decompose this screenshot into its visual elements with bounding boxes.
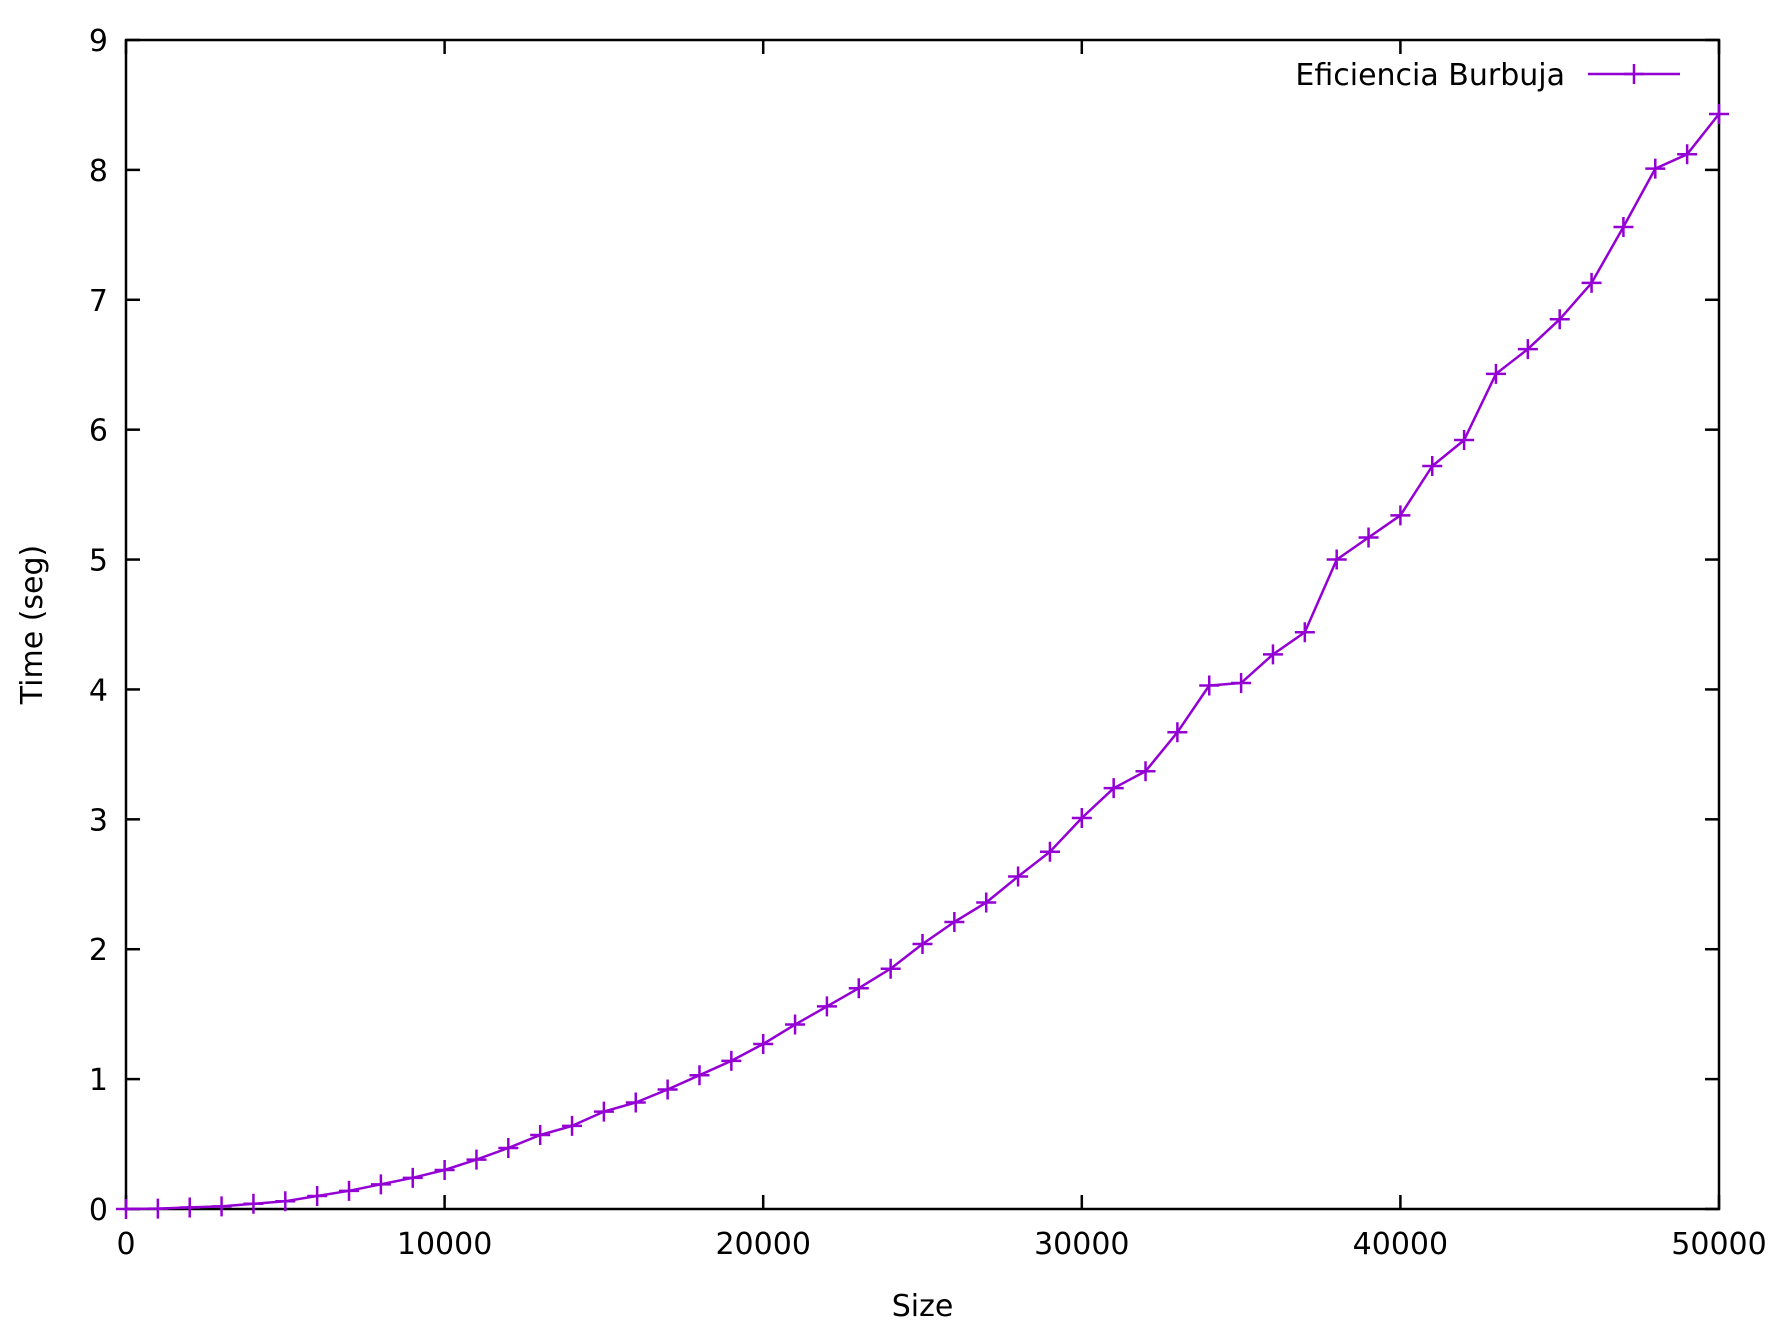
- y-tick-label: 9: [89, 24, 108, 59]
- data-point-marker: [1167, 722, 1188, 743]
- y-tick-label: 7: [89, 284, 108, 319]
- y-tick-label: 8: [89, 154, 108, 189]
- data-point-marker: [944, 911, 965, 932]
- data-point-marker: [912, 934, 933, 955]
- x-tick-label: 10000: [397, 1227, 492, 1262]
- y-tick-label: 2: [89, 933, 108, 968]
- y-tick-label: 3: [89, 803, 108, 838]
- data-point-marker: [211, 1196, 232, 1217]
- data-point-marker: [785, 1014, 806, 1035]
- data-point-marker: [1358, 527, 1379, 548]
- data-point-marker: [1422, 456, 1443, 477]
- data-point-marker: [179, 1197, 200, 1218]
- data-point-marker: [307, 1186, 328, 1207]
- legend-marker: [1624, 64, 1644, 84]
- data-point-marker: [753, 1034, 774, 1055]
- x-tick-label: 50000: [1671, 1227, 1766, 1262]
- data-point-marker: [657, 1079, 678, 1100]
- series-layer: [116, 104, 1729, 1219]
- data-point-marker: [116, 1199, 136, 1219]
- data-point-marker: [593, 1101, 614, 1122]
- y-tick-label: 4: [89, 673, 108, 708]
- y-tick-label: 6: [89, 414, 108, 449]
- plot-frame: [124, 38, 1721, 1211]
- y-tick-label: 5: [89, 544, 108, 579]
- data-point-marker: [562, 1115, 583, 1136]
- data-point-marker: [625, 1092, 646, 1113]
- data-point-marker: [1517, 339, 1538, 360]
- data-point-marker: [1454, 430, 1475, 451]
- data-point-marker: [1199, 675, 1220, 696]
- legend: Eficiencia Burbuja: [1295, 58, 1680, 93]
- data-point-marker: [1549, 309, 1570, 330]
- data-point-marker: [1071, 808, 1092, 829]
- data-point-marker: [1294, 622, 1315, 643]
- data-point-marker: [530, 1124, 551, 1145]
- data-point-marker: [466, 1149, 487, 1170]
- data-point-marker: [243, 1193, 264, 1214]
- legend-label: Eficiencia Burbuja: [1295, 58, 1565, 93]
- data-point-marker: [147, 1198, 168, 1219]
- data-point-marker: [1103, 778, 1124, 799]
- x-axis-label: Size: [892, 1289, 954, 1324]
- data-point-marker: [689, 1065, 710, 1086]
- y-axis-ticks: 0 1 2 3 4 5 6 7 8 9: [89, 24, 1719, 1228]
- data-point-marker: [434, 1160, 455, 1181]
- data-point-marker: [816, 996, 837, 1017]
- data-point-marker: [1262, 644, 1283, 665]
- data-point-marker: [1485, 363, 1506, 384]
- data-point-marker: [402, 1167, 423, 1188]
- data-point-marker: [275, 1191, 296, 1212]
- data-point-marker: [370, 1174, 391, 1195]
- data-point-marker: [1709, 104, 1729, 125]
- data-point-marker: [1581, 272, 1602, 293]
- y-tick-label: 1: [89, 1063, 108, 1098]
- data-point-marker: [498, 1137, 519, 1158]
- y-tick-label: 0: [89, 1193, 108, 1228]
- data-point-marker: [1231, 672, 1252, 693]
- data-point-marker: [1645, 158, 1666, 179]
- series-line: [125, 113, 1720, 1211]
- data-point-marker: [721, 1050, 742, 1071]
- x-tick-label: 20000: [715, 1227, 810, 1262]
- y-axis-label: Time (seg): [15, 545, 50, 706]
- data-point-marker: [1039, 841, 1060, 862]
- data-point-marker: [1008, 866, 1029, 887]
- data-point-marker: [1390, 505, 1411, 526]
- x-tick-label: 40000: [1353, 1227, 1448, 1262]
- data-point-marker: [1613, 217, 1634, 238]
- data-point-marker: [1677, 144, 1698, 165]
- x-tick-label: 0: [116, 1227, 135, 1262]
- data-point-marker: [339, 1180, 360, 1201]
- x-tick-label: 30000: [1034, 1227, 1129, 1262]
- data-point-marker: [880, 958, 901, 979]
- data-point-marker: [848, 978, 869, 999]
- data-point-marker: [976, 892, 997, 913]
- data-point-marker: [1326, 549, 1347, 570]
- data-point-marker: [1135, 761, 1156, 782]
- x-axis-ticks: 0 10000 20000 30000 40000 50000: [116, 40, 1767, 1262]
